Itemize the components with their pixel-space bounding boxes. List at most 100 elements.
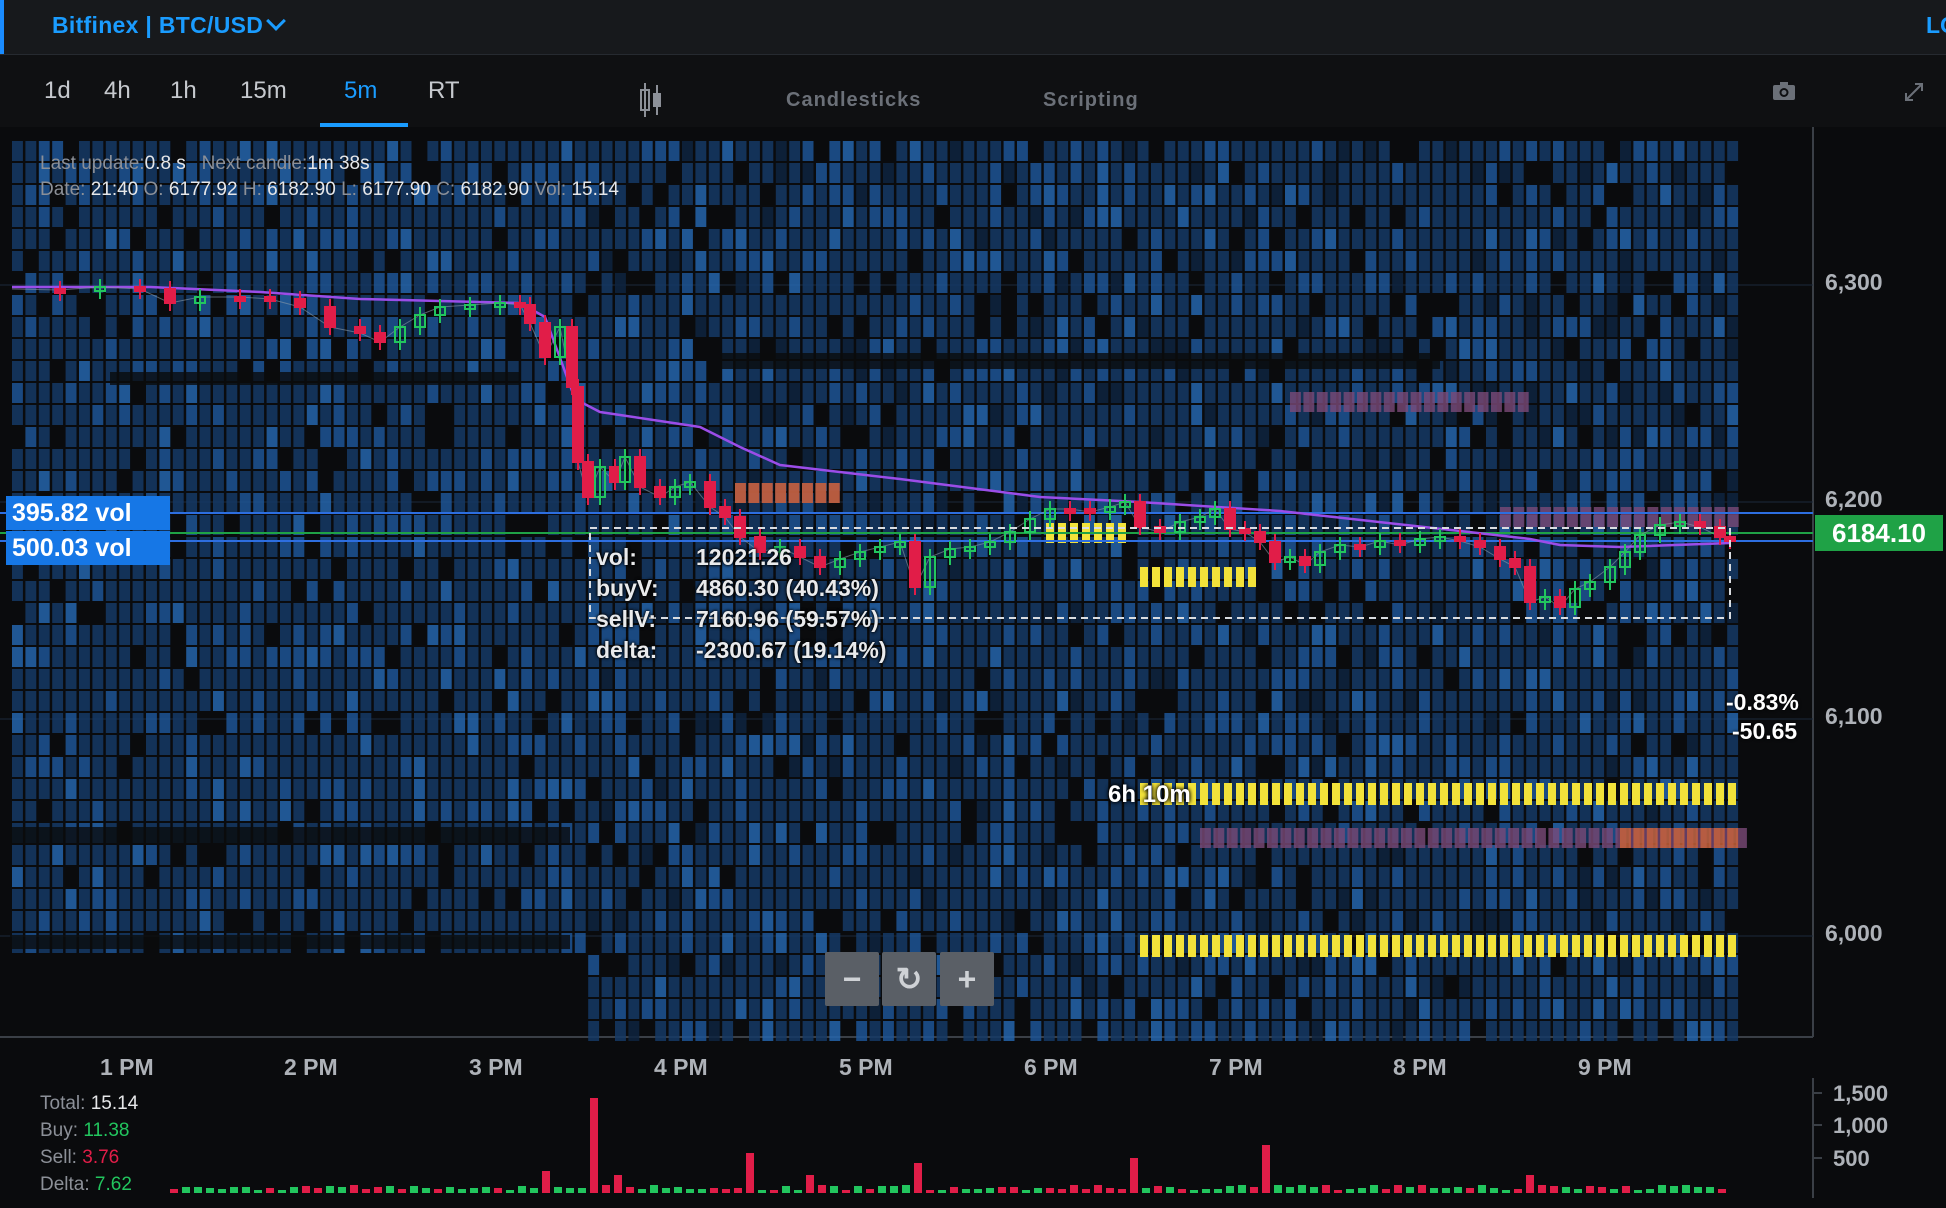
exchange-pair-dropdown[interactable]: Bitfinex | BTC/USD (52, 11, 287, 39)
heatmap-cell (1499, 1021, 1511, 1041)
heatmap-cell (762, 559, 774, 579)
heatmap-cell (896, 383, 908, 403)
heatmap-cell (534, 295, 546, 315)
heatmap-cell (239, 669, 251, 689)
heatmap-hot-cell (1535, 828, 1546, 848)
chart-type-button[interactable]: Candlesticks (786, 89, 922, 111)
heatmap-cell (481, 559, 492, 579)
heatmap-cell (1231, 955, 1243, 975)
heatmap-cell (1218, 647, 1229, 667)
heatmap-cell (1218, 427, 1229, 447)
heatmap-cell (990, 295, 1002, 315)
heatmap-cell (1352, 713, 1363, 733)
heatmap-cell (414, 713, 425, 733)
heatmap-cell (923, 471, 935, 491)
heatmap-hot-cell (1316, 392, 1328, 412)
heatmap-cell (1419, 625, 1430, 645)
liquidity-wall-block (1620, 783, 1628, 805)
heatmap-cell (722, 757, 734, 777)
heatmap-cell (132, 273, 144, 293)
orderbook-heatmap-chart[interactable] (0, 127, 1946, 1047)
heatmap-cell (1579, 625, 1591, 645)
heatmap-cell (775, 845, 787, 865)
heatmap-cell (1419, 537, 1430, 557)
heatmap-cell (574, 471, 586, 491)
heatmap-cell (1003, 339, 1015, 359)
heatmap-cell (1713, 955, 1725, 975)
truncated-right-label[interactable]: LO (1926, 12, 1946, 38)
heatmap-cell (695, 185, 707, 205)
timeframe-1d[interactable]: 1d (44, 77, 71, 104)
heatmap-cell (1432, 889, 1444, 909)
chart-area[interactable]: Last update:0.8 s Next candle:1m 38s Dat… (0, 127, 1946, 1047)
heatmap-cell (1700, 757, 1712, 777)
heatmap-cell (1325, 867, 1337, 887)
heatmap-cell (1124, 691, 1136, 711)
scripting-button[interactable]: Scripting (1043, 89, 1139, 111)
heatmap-cell (12, 163, 23, 183)
heatmap-cell (414, 559, 425, 579)
heatmap-cell (186, 449, 198, 469)
heatmap-cell (494, 207, 506, 227)
heatmap-cell (1646, 757, 1658, 777)
timeframe-1h[interactable]: 1h (170, 77, 197, 104)
heatmap-cell (641, 141, 653, 161)
heatmap-cell (574, 889, 586, 909)
heatmap-cell (146, 383, 157, 403)
heatmap-cell (749, 361, 760, 381)
heatmap-cell (38, 229, 50, 249)
fullscreen-icon[interactable] (1903, 81, 1925, 103)
heatmap-cell (280, 207, 291, 227)
heatmap-cell (119, 273, 131, 293)
heatmap-cell (976, 999, 988, 1019)
heatmap-cell (1445, 185, 1457, 205)
candlestick-icon[interactable] (638, 81, 664, 119)
heatmap-cell (1660, 581, 1672, 601)
heatmap-cell (775, 669, 787, 689)
heatmap-cell (722, 163, 734, 183)
heatmap-cell (641, 823, 653, 843)
heatmap-cell (1311, 779, 1323, 799)
heatmap-cell (1713, 229, 1725, 249)
timeframe-4h[interactable]: 4h (104, 77, 131, 104)
heatmap-cell (1151, 449, 1162, 469)
heatmap-cell (1713, 537, 1725, 557)
heatmap-cell (735, 427, 747, 447)
heatmap-cell (1084, 185, 1095, 205)
heatmap-cell (172, 229, 184, 249)
liquidity-wall-block (1224, 783, 1232, 805)
heatmap-cell (1539, 845, 1551, 865)
heatmap-cell (923, 449, 935, 469)
heatmap-cell (1378, 1021, 1390, 1041)
heatmap-cell (213, 185, 224, 205)
heatmap-cell (1244, 757, 1256, 777)
timeframe-15m[interactable]: 15m (240, 77, 287, 104)
heatmap-cell (548, 207, 559, 227)
heatmap-cell (38, 141, 50, 161)
heatmap-cell (896, 163, 908, 183)
heatmap-cell (1017, 251, 1028, 271)
heatmap-cell (1124, 757, 1136, 777)
heatmap-cell (1620, 339, 1631, 359)
heatmap-cell (481, 779, 492, 799)
heatmap-cell (1325, 207, 1337, 227)
heatmap-cell (1486, 141, 1497, 161)
timeframe-rt[interactable]: RT (428, 77, 460, 104)
heatmap-cell (1526, 207, 1538, 227)
heatmap-cell (1606, 471, 1618, 491)
timeframe-5m[interactable]: 5m (344, 77, 378, 104)
heatmap-cell (306, 185, 318, 205)
heatmap-cell (615, 185, 626, 205)
heatmap-cell (1579, 999, 1591, 1019)
heatmap-cell (199, 207, 211, 227)
heatmap-cell (601, 273, 613, 293)
heatmap-cell (119, 229, 131, 249)
heatmap-cell (829, 427, 841, 447)
heatmap-cell (79, 141, 90, 161)
heatmap-cell (1258, 141, 1270, 161)
heatmap-cell (1459, 537, 1471, 557)
camera-icon[interactable] (1772, 81, 1796, 101)
heatmap-cell (1365, 713, 1377, 733)
heatmap-cell (1017, 405, 1028, 425)
heatmap-cell (950, 317, 961, 337)
